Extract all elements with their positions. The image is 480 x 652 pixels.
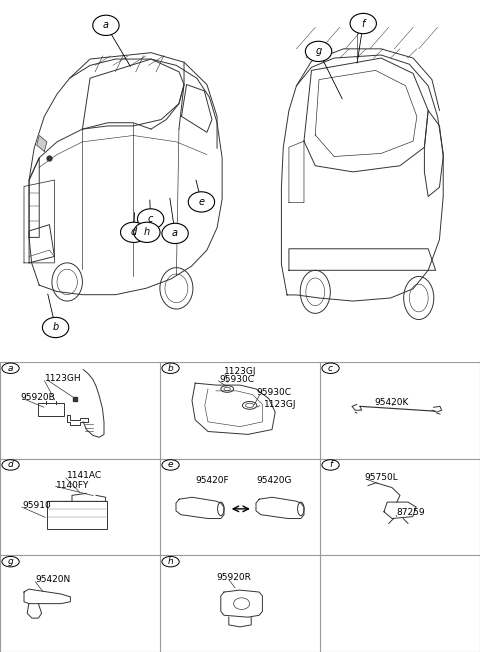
Text: a: a: [172, 228, 178, 239]
Text: h: h: [168, 557, 173, 566]
Circle shape: [134, 222, 160, 243]
Text: 95930C: 95930C: [219, 375, 254, 384]
Circle shape: [350, 14, 376, 34]
Text: f: f: [329, 460, 332, 469]
Text: 95420K: 95420K: [375, 398, 409, 407]
Circle shape: [188, 192, 215, 212]
Text: e: e: [198, 197, 204, 207]
Circle shape: [2, 363, 19, 374]
Text: 95420G: 95420G: [256, 477, 291, 485]
Text: 95930C: 95930C: [256, 389, 291, 397]
Text: 87259: 87259: [397, 508, 425, 517]
Text: 95420N: 95420N: [35, 575, 71, 584]
Text: 1123GH: 1123GH: [45, 374, 82, 383]
Text: 1123GJ: 1123GJ: [264, 400, 297, 409]
Circle shape: [93, 15, 119, 35]
Circle shape: [162, 363, 179, 374]
Text: a: a: [8, 364, 13, 373]
Text: 95920B: 95920B: [21, 393, 56, 402]
Text: 1141AC: 1141AC: [67, 471, 102, 481]
Text: c: c: [148, 214, 153, 224]
Text: 95420F: 95420F: [195, 477, 229, 485]
Circle shape: [2, 460, 19, 470]
Circle shape: [322, 363, 339, 374]
Circle shape: [305, 41, 332, 61]
Text: g: g: [8, 557, 13, 566]
Text: b: b: [52, 323, 59, 333]
Text: b: b: [168, 364, 173, 373]
Circle shape: [120, 222, 147, 243]
Text: e: e: [168, 460, 173, 469]
Text: 95750L: 95750L: [365, 473, 398, 482]
Circle shape: [162, 223, 188, 244]
Text: c: c: [328, 364, 333, 373]
Text: 95910: 95910: [23, 501, 51, 511]
Polygon shape: [36, 136, 47, 151]
Circle shape: [137, 209, 164, 229]
Text: f: f: [361, 18, 365, 29]
Text: d: d: [131, 228, 137, 237]
Text: a: a: [103, 20, 109, 31]
Circle shape: [42, 318, 69, 338]
Text: d: d: [8, 460, 13, 469]
Text: 1123GJ: 1123GJ: [224, 367, 256, 376]
Text: h: h: [144, 228, 150, 237]
Circle shape: [162, 460, 179, 470]
Circle shape: [162, 556, 179, 567]
Text: 1140FY: 1140FY: [56, 481, 89, 490]
Circle shape: [2, 556, 19, 567]
Text: 95920R: 95920R: [216, 573, 251, 582]
Circle shape: [322, 460, 339, 470]
Text: g: g: [315, 46, 322, 56]
